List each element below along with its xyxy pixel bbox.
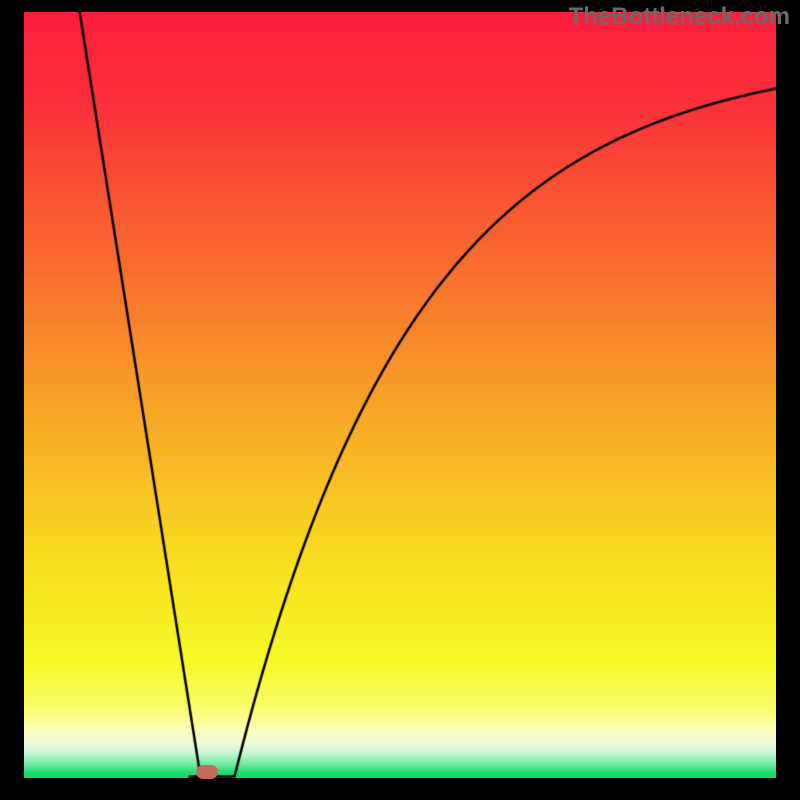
watermark-text: TheBottleneck.com: [569, 3, 790, 31]
chart-root: TheBottleneck.com: [0, 0, 800, 800]
bottleneck-curve: [24, 12, 776, 778]
plot-area: [24, 12, 776, 778]
optimum-marker: [196, 765, 218, 779]
